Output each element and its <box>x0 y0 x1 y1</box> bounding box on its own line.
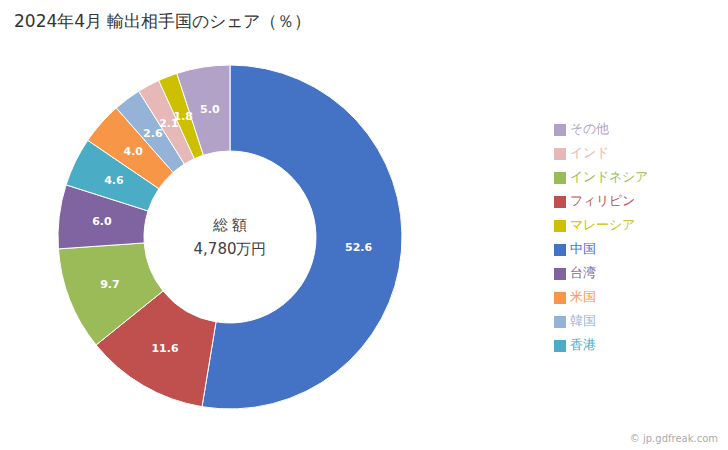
svg-text:2.6: 2.6 <box>143 127 163 141</box>
svg-text:6.0: 6.0 <box>92 215 112 228</box>
html-text:米国: 米国 <box>570 289 596 304</box>
html-text:韓国: 韓国 <box>570 313 596 328</box>
svg-text:5.0: 5.0 <box>200 103 220 116</box>
html-text:総 額: 総 額 <box>212 216 248 234</box>
html-text:台湾: 台湾 <box>570 265 596 280</box>
html-text:インド: インド <box>570 145 609 160</box>
html-text:中国: 中国 <box>570 241 596 256</box>
html-text:4,780万円: 4,780万円 <box>193 240 267 258</box>
svg-text:11.6: 11.6 <box>151 342 178 355</box>
svg-text:2.1: 2.1 <box>159 116 179 130</box>
svg-text:4.0: 4.0 <box>123 145 143 158</box>
html-text:マレーシア: マレーシア <box>570 217 635 232</box>
svg-text:9.7: 9.7 <box>100 278 120 291</box>
html-text:香港: 香港 <box>570 337 596 352</box>
svg-text:1.8: 1.8 <box>174 110 194 123</box>
svg-text:4.6: 4.6 <box>104 174 124 187</box>
html-text:フィリピン: フィリピン <box>570 193 635 208</box>
html-text:2024年4月 輸出相手国のシェア（％）: 2024年4月 輸出相手国のシェア（％） <box>14 11 312 31</box>
svg-text:52.6: 52.6 <box>345 241 372 254</box>
html-text:その他: その他 <box>570 121 609 136</box>
html-text:© jp.gdfreak.com: © jp.gdfreak.com <box>629 433 718 444</box>
html-text:インドネシア: インドネシア <box>570 169 648 184</box>
